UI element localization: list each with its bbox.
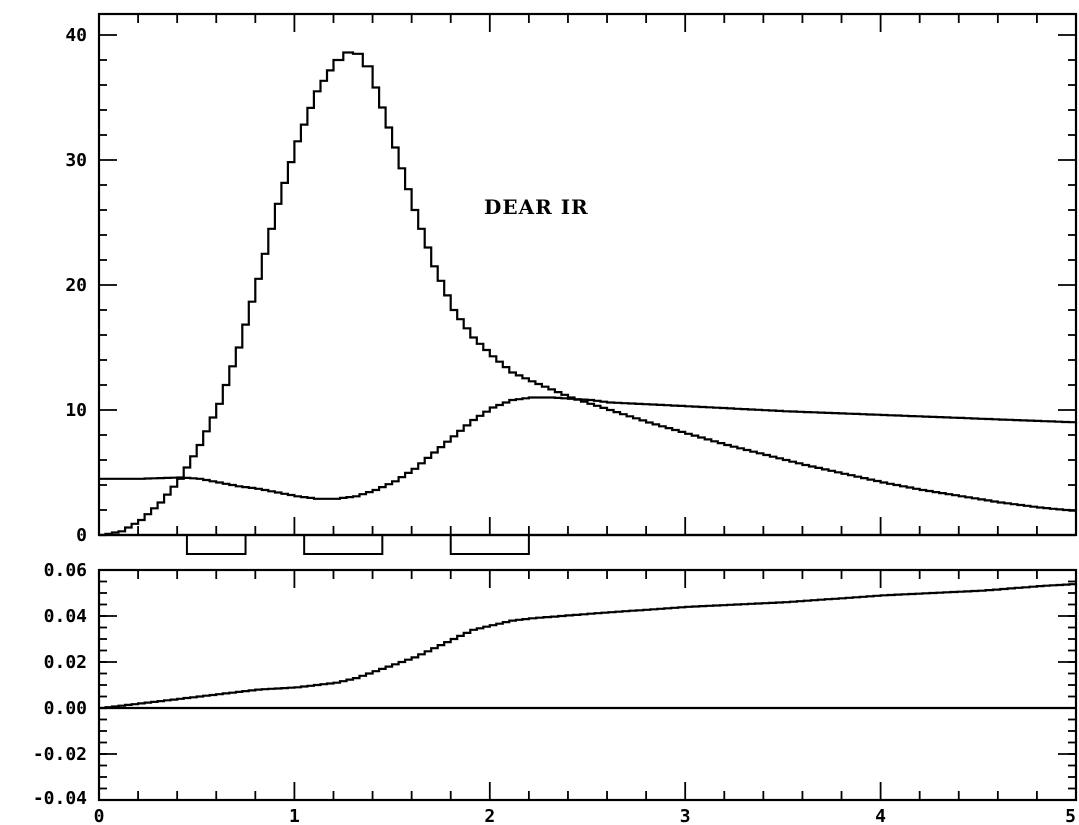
x-tick-label: 3 xyxy=(680,806,691,825)
top-series-2 xyxy=(99,396,1078,500)
top-y-tick-label: 0 xyxy=(76,525,87,546)
bottom-panel: -0.04 -0.02 0.00 0.02 0.04 0.06 xyxy=(33,560,1078,809)
top-y-tick-label: 20 xyxy=(65,275,87,296)
integration-window xyxy=(303,536,384,555)
integration-window xyxy=(185,536,247,555)
top-y-tick-label: 10 xyxy=(65,400,87,421)
x-tick-label: 4 xyxy=(875,806,886,825)
x-tick-label: 2 xyxy=(484,806,495,825)
top-panel: 0 10 20 30 40 xyxy=(65,12,1078,555)
top-series-1 xyxy=(99,51,1078,537)
x-tick-label: 0 xyxy=(94,806,105,825)
bottom-frame xyxy=(97,568,1078,802)
integration-window xyxy=(449,536,530,555)
bottom-y-tick-label: -0.04 xyxy=(33,788,87,809)
top-frame xyxy=(97,12,1078,537)
chart-annotation: DEAR IR xyxy=(484,195,589,219)
x-tick-label: 1 xyxy=(289,806,300,825)
bottom-y-tick-label: 0.06 xyxy=(44,560,87,581)
bottom-y-tick-label: 0.04 xyxy=(44,606,88,627)
x-tick-labels: 0 1 2 3 4 5 xyxy=(94,806,1076,825)
top-y-tick-label: 40 xyxy=(65,25,87,46)
bottom-y-tick-label: -0.02 xyxy=(33,744,87,765)
bottom-y-tick-label: 0.00 xyxy=(44,698,87,719)
x-tick-label: 5 xyxy=(1065,806,1076,825)
bottom-series-1 xyxy=(99,583,1078,710)
bottom-y-tick-label: 0.02 xyxy=(44,652,87,673)
top-y-tick-label: 30 xyxy=(65,150,87,171)
